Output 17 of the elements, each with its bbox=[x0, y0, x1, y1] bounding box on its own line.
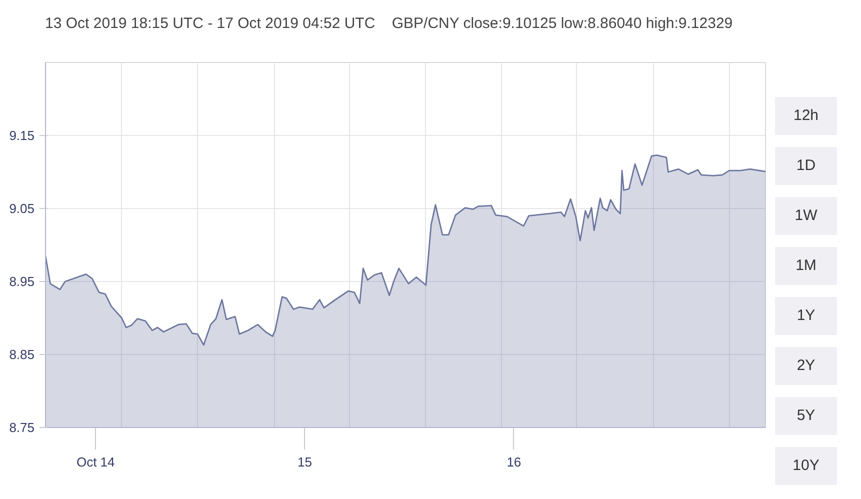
chart-title: 13 Oct 2019 18:15 UTC - 17 Oct 2019 04:52 UTC GBP/CNY close:9.10125 low:8.86040 high:9.12329 bbox=[45, 15, 733, 32]
y-tick-label: 8.95 bbox=[9, 274, 35, 289]
x-tick-label: 15 bbox=[298, 454, 312, 470]
x-tick-label: Oct 14 bbox=[76, 454, 115, 470]
text: 2Y bbox=[775, 347, 837, 385]
text: 12h bbox=[775, 97, 837, 135]
y-tick-label: 9.05 bbox=[9, 201, 35, 216]
text: 10Y bbox=[775, 447, 837, 485]
y-tick-label: 8.85 bbox=[9, 347, 35, 362]
y-tick-label: 9.15 bbox=[9, 128, 35, 143]
y-tick-label: 8.75 bbox=[9, 420, 35, 435]
text: 1M bbox=[775, 247, 837, 285]
text: 1D bbox=[775, 147, 837, 185]
text: 1Y bbox=[775, 297, 837, 335]
text: 5Y bbox=[775, 397, 837, 435]
x-tick-label: 16 bbox=[506, 454, 522, 470]
text: 1W bbox=[775, 197, 837, 235]
